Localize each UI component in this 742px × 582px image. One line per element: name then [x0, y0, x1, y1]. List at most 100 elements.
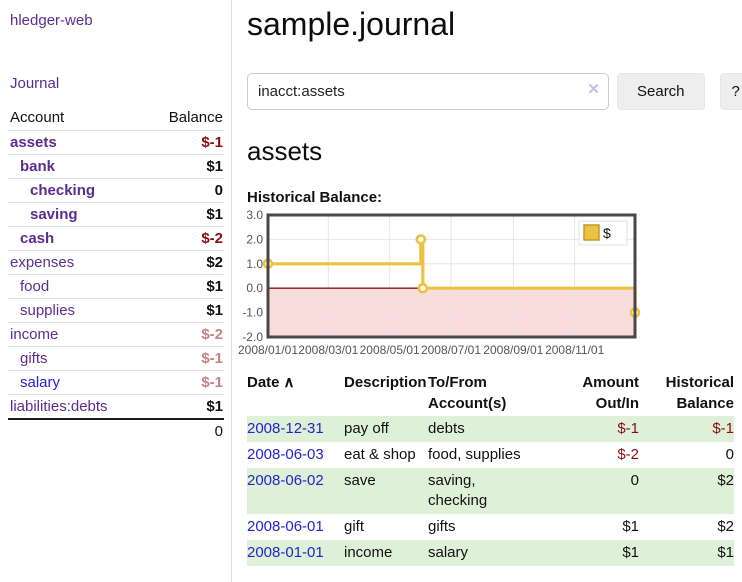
- transaction-date-link[interactable]: 2008-12-31: [247, 420, 324, 437]
- account-row: supplies $1: [8, 298, 224, 323]
- svg-text:2008/11/01: 2008/11/01: [545, 343, 604, 357]
- transaction-row: 2008-06-02 save saving, checking 0 $2: [247, 468, 734, 514]
- transaction-date-link[interactable]: 2008-06-03: [247, 446, 324, 463]
- transaction-amount: $1: [622, 544, 639, 561]
- sidebar: hledger-web Journal Account Balance asse…: [0, 0, 232, 582]
- svg-text:2008/05/01: 2008/05/01: [360, 343, 420, 357]
- transaction-balance: $1: [717, 544, 734, 561]
- transaction-accounts: salary: [428, 544, 469, 561]
- app-title-link[interactable]: hledger-web: [10, 12, 93, 29]
- transaction-balance: $2: [717, 472, 734, 489]
- account-row: bank $1: [8, 154, 224, 179]
- svg-text:0.0: 0.0: [246, 281, 263, 295]
- accounts-total-value: 0: [145, 418, 224, 443]
- transaction-description: gift: [344, 518, 365, 535]
- transaction-description: income: [344, 544, 393, 561]
- account-balance: $1: [145, 298, 224, 323]
- account-link-bank[interactable]: bank: [20, 158, 56, 175]
- chart-title: Historical Balance:: [247, 189, 383, 206]
- account-balance: 0: [145, 178, 224, 203]
- accounts-total-row: 0: [8, 418, 224, 443]
- transaction-amount: $-2: [617, 446, 639, 463]
- chart-legend: $: [578, 220, 628, 246]
- svg-text:-2.0: -2.0: [242, 330, 263, 344]
- account-balance: $1: [145, 274, 224, 299]
- svg-text:2.0: 2.0: [246, 232, 263, 246]
- main-content: sample.journal ✕ Search ? assets Histori…: [232, 0, 742, 582]
- transaction-amount: 0: [630, 472, 639, 489]
- account-link-supplies[interactable]: supplies: [20, 302, 76, 319]
- transaction-description: eat & shop: [344, 446, 416, 463]
- account-row: checking 0: [8, 178, 224, 203]
- svg-text:-1.0: -1.0: [242, 306, 263, 320]
- transaction-amount: $-1: [617, 420, 639, 437]
- account-link-expenses[interactable]: expenses: [10, 254, 75, 271]
- account-link-income[interactable]: income: [10, 326, 59, 343]
- help-button[interactable]: ?: [719, 73, 742, 110]
- clear-search-icon[interactable]: ✕: [587, 81, 600, 98]
- account-balance: $1: [145, 202, 224, 227]
- account-balance: $2: [145, 250, 224, 275]
- transaction-row: 2008-12-31 pay off debts $-1 $-1: [247, 416, 734, 442]
- column-header-date[interactable]: Date ∧: [247, 374, 295, 391]
- transaction-balance: $2: [717, 518, 734, 535]
- accounts-table: Account Balance assets $-1 bank $1 checking 0…: [8, 106, 224, 443]
- transaction-date-link[interactable]: 2008-06-02: [247, 472, 324, 489]
- account-link-food[interactable]: food: [20, 278, 50, 295]
- accounts-header-balance: Balance: [168, 109, 223, 126]
- column-header-tofrom[interactable]: To/From Account(s): [428, 374, 507, 412]
- transaction-amount: $1: [622, 518, 639, 535]
- column-header-amount[interactable]: Amount Out/In: [582, 374, 639, 412]
- svg-text:3.0: 3.0: [246, 210, 263, 222]
- account-link-checking[interactable]: checking: [30, 182, 96, 199]
- transaction-date-link[interactable]: 2008-01-01: [247, 544, 324, 561]
- account-link-gifts[interactable]: gifts: [20, 350, 48, 367]
- transaction-accounts: saving, checking: [428, 472, 488, 509]
- account-link-salary[interactable]: salary: [20, 374, 61, 391]
- account-link-liabilities-debts[interactable]: liabilities:debts: [10, 398, 108, 415]
- svg-text:$: $: [603, 225, 611, 241]
- account-row: income $-2: [8, 322, 224, 347]
- account-row: assets $-1: [8, 130, 224, 155]
- page-title: sample.journal: [247, 6, 456, 42]
- account-row: expenses $2: [8, 250, 224, 275]
- transaction-row: 2008-06-03 eat & shop food, supplies $-2 0: [247, 442, 734, 468]
- account-row: food $1: [8, 274, 224, 299]
- account-link-cash[interactable]: cash: [20, 230, 55, 247]
- transaction-row: 2008-06-01 gift gifts $1 $2: [247, 514, 734, 540]
- column-header-description[interactable]: Description: [344, 374, 427, 391]
- account-row: gifts $-1: [8, 346, 224, 371]
- svg-text:1.0: 1.0: [246, 257, 263, 271]
- account-row: saving $1: [8, 202, 224, 227]
- transaction-accounts: gifts: [428, 518, 456, 535]
- account-row: liabilities:debts $1: [8, 394, 224, 419]
- transactions-table: Date ∧ Description To/From Account(s) Amount…: [247, 370, 734, 566]
- transaction-row: 2008-01-01 income salary $1 $1: [247, 540, 734, 566]
- account-balance: $1: [145, 394, 224, 419]
- search-button[interactable]: Search: [617, 73, 705, 110]
- svg-text:2008/09/01: 2008/09/01: [483, 343, 543, 357]
- search-bar: ✕ Search ?: [247, 73, 742, 110]
- transaction-description: save: [344, 472, 376, 489]
- account-link-assets[interactable]: assets: [10, 134, 57, 151]
- svg-text:2008/07/01: 2008/07/01: [421, 343, 481, 357]
- account-balance: $-1: [145, 130, 224, 155]
- account-balance: $-2: [145, 226, 224, 251]
- transaction-accounts: food, supplies: [428, 446, 521, 463]
- svg-text:2008/03/01: 2008/03/01: [298, 343, 358, 357]
- account-link-saving[interactable]: saving: [30, 206, 78, 223]
- sidebar-item-journal[interactable]: Journal: [10, 75, 60, 92]
- account-heading: assets: [247, 136, 323, 166]
- account-balance: $-1: [145, 346, 224, 371]
- transaction-balance: 0: [725, 446, 734, 463]
- search-input[interactable]: [247, 73, 609, 110]
- column-header-historical[interactable]: Historical Balance: [665, 374, 734, 412]
- account-balance: $-1: [145, 370, 224, 395]
- sort-ascending-icon: ∧: [283, 374, 295, 391]
- accounts-header-account: Account: [10, 109, 65, 126]
- historical-balance-chart: $3.0 2.0 1.0 0.0 -1.0 -2.0 2008/01/01 2008/03/0…: [238, 208, 742, 360]
- transaction-date-link[interactable]: 2008-06-01: [247, 518, 324, 535]
- account-row: salary $-1: [8, 370, 224, 395]
